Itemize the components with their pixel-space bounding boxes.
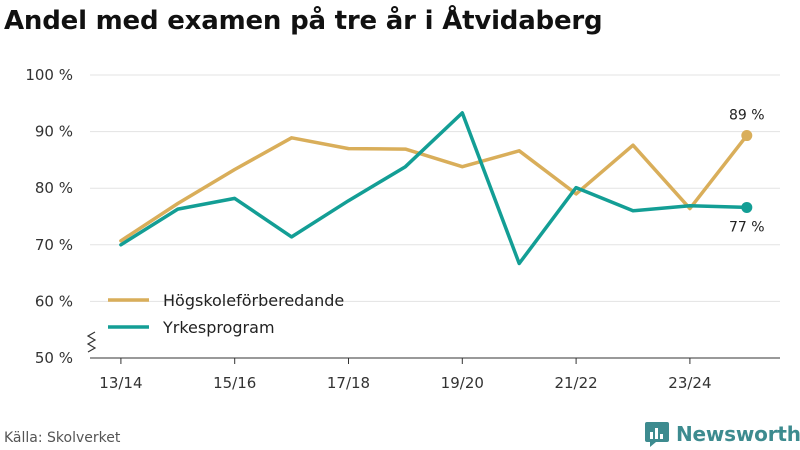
source-note: Källa: Skolverket bbox=[4, 430, 121, 446]
x-tick-label: 13/14 bbox=[99, 374, 142, 392]
brand-logo: Newsworthy bbox=[644, 421, 800, 447]
chart-title: Andel med examen på tre år i Åtvidaberg bbox=[4, 6, 603, 36]
series-line-yrkesprogram bbox=[119, 111, 749, 266]
y-axis-labels: 50 % 60 % 70 % 80 % 90 % 100 % bbox=[25, 66, 73, 367]
x-tick-label: 23/24 bbox=[668, 374, 711, 392]
series-end-point bbox=[741, 130, 753, 142]
y-tick-label: 90 % bbox=[35, 123, 73, 141]
x-tick-label: 19/20 bbox=[441, 374, 484, 392]
grid-lines bbox=[90, 74, 780, 302]
x-tick-label: 17/18 bbox=[327, 374, 370, 392]
newsworthy-logo-icon bbox=[645, 422, 669, 447]
x-tick-label: 21/22 bbox=[554, 374, 597, 392]
brand-name: Newsworthy bbox=[676, 422, 800, 446]
y-tick-label: 50 % bbox=[35, 349, 73, 367]
y-tick-label: 70 % bbox=[35, 236, 73, 254]
x-tick-label: 15/16 bbox=[213, 374, 256, 392]
legend-label: Yrkesprogram bbox=[162, 318, 275, 337]
series-line-hogskoleforberedande bbox=[119, 133, 749, 243]
y-tick-label: 100 % bbox=[25, 66, 73, 84]
legend: Högskoleförberedande Yrkesprogram bbox=[108, 291, 344, 337]
x-axis: 13/14 15/16 17/18 19/20 21/22 23/24 bbox=[86, 331, 780, 392]
series-end-point bbox=[741, 201, 753, 213]
end-value-label: 77 % bbox=[729, 219, 765, 235]
y-tick-label: 60 % bbox=[35, 292, 73, 310]
axis-break-icon bbox=[86, 331, 97, 353]
legend-label: Högskoleförberedande bbox=[163, 291, 344, 310]
y-tick-label: 80 % bbox=[35, 179, 73, 197]
end-value-label: 89 % bbox=[729, 108, 765, 124]
series-lines: 89 % 77 % bbox=[119, 108, 765, 266]
